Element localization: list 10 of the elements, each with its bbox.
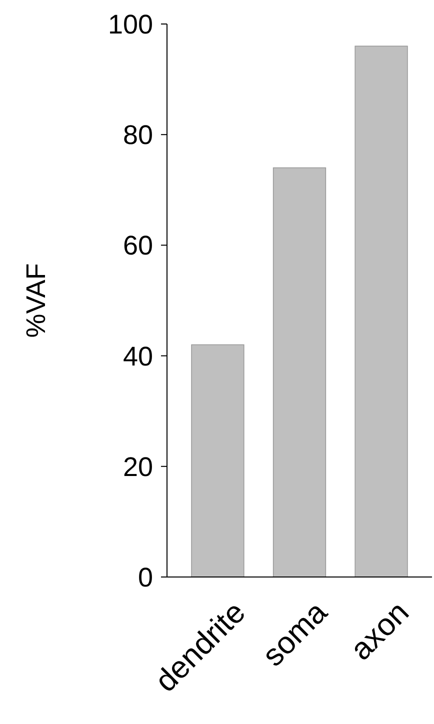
y-tick-label: 100 xyxy=(108,9,153,40)
y-axis-title: %VAF xyxy=(21,263,51,338)
y-tick-label: 40 xyxy=(122,341,153,372)
y-tick-label: 80 xyxy=(122,120,153,150)
bar xyxy=(354,46,408,578)
y-tick-label: 60 xyxy=(122,230,153,261)
bar xyxy=(191,344,244,578)
y-tick-label: 0 xyxy=(138,562,153,592)
bar xyxy=(272,167,326,578)
y-tick-label: 20 xyxy=(122,452,153,482)
